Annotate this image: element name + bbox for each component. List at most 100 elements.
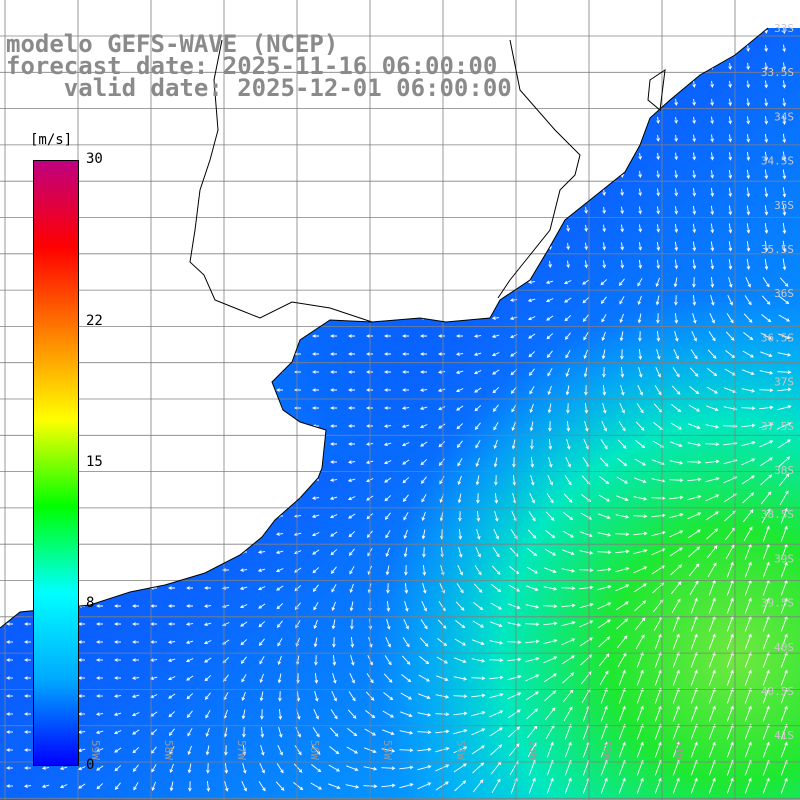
wind-arrow — [601, 349, 606, 360]
wind-arrow — [530, 224, 534, 232]
wind-arrow — [168, 370, 175, 374]
wind-arrow — [708, 331, 716, 342]
wind-arrow — [277, 745, 283, 756]
wind-arrow — [132, 586, 139, 590]
wind-arrow — [490, 602, 502, 610]
wind-arrow — [419, 406, 428, 411]
wind-arrow — [764, 205, 769, 216]
wind-arrow — [619, 403, 625, 414]
wind-arrow — [566, 242, 570, 251]
rio-de-la-plata-coast — [189, 39, 373, 323]
wind-arrow — [706, 545, 718, 559]
wind-arrow — [638, 134, 642, 142]
wind-arrow — [150, 298, 157, 302]
wind-arrow — [708, 669, 716, 686]
wind-arrow — [435, 747, 450, 753]
wind-arrow — [312, 584, 319, 592]
wind-arrow — [672, 367, 680, 378]
wind-arrow — [565, 385, 570, 396]
wind-arrow — [762, 705, 770, 722]
wind-arrow — [437, 388, 446, 393]
wind-arrow — [6, 280, 13, 284]
wind-arrow — [258, 621, 266, 628]
wind-arrow — [615, 549, 630, 554]
wind-arrow — [437, 638, 448, 647]
wind-arrow — [778, 473, 790, 487]
wind-arrow — [96, 190, 103, 194]
wind-arrow — [579, 637, 593, 647]
wind-arrow — [435, 712, 450, 717]
wind-arrow — [762, 777, 770, 794]
wind-arrow — [24, 766, 31, 770]
wind-arrow — [620, 80, 624, 88]
wind-arrow — [258, 172, 265, 176]
lat-labels: 33S33.5S34S34.5S35S35.5S36S36.5S37S37.5S… — [761, 22, 794, 742]
wind-arrow — [223, 727, 228, 738]
wind-arrow — [168, 208, 175, 212]
wind-arrow — [59, 766, 68, 771]
wind-arrow — [203, 622, 212, 627]
wind-arrow — [527, 529, 537, 539]
wind-arrow — [584, 260, 588, 269]
wind-arrow — [726, 651, 734, 668]
wind-arrow — [258, 136, 265, 140]
wind-arrow — [420, 226, 427, 230]
wind-arrow — [492, 298, 499, 302]
wind-arrow — [168, 442, 175, 446]
wind-arrow — [741, 458, 756, 466]
wind-arrow — [386, 583, 390, 594]
coastline — [0, 27, 769, 629]
wind-arrow — [348, 280, 355, 284]
wind-arrow — [764, 258, 769, 271]
lon-label: 53W — [527, 740, 540, 760]
wind-arrow — [401, 406, 410, 410]
wind-arrow — [579, 585, 594, 590]
wind-arrow — [204, 208, 211, 212]
wind-arrow — [6, 190, 13, 194]
wind-arrow — [692, 28, 696, 34]
wind-arrow — [493, 457, 498, 468]
wind-arrow — [386, 618, 391, 630]
wind-arrow — [455, 601, 465, 611]
wind-arrow — [728, 116, 732, 125]
wind-arrow — [530, 80, 534, 88]
wind-arrow — [602, 402, 607, 414]
wind-arrow — [132, 496, 139, 500]
wind-arrow — [150, 370, 157, 374]
wind-arrow — [186, 334, 193, 338]
wind-arrow — [493, 439, 498, 449]
wind-arrow — [602, 134, 606, 142]
wind-arrow — [348, 118, 355, 122]
wind-arrow — [761, 508, 771, 524]
lat-label: 35.5S — [761, 243, 794, 256]
wind-arrow — [402, 136, 409, 140]
wind-arrow — [404, 583, 409, 594]
wind-arrow — [511, 421, 516, 431]
wind-arrow — [42, 154, 49, 158]
wind-arrow — [474, 208, 481, 212]
wind-arrow — [456, 208, 463, 212]
wind-arrow — [78, 442, 85, 446]
wind-arrow — [690, 777, 698, 794]
wind-arrow — [584, 134, 588, 142]
wind-arrow — [692, 134, 696, 143]
wind-arrow — [476, 511, 481, 522]
wind-arrow — [708, 597, 716, 614]
wind-arrow — [674, 116, 678, 124]
wind-arrow — [204, 496, 211, 500]
wind-arrow — [782, 115, 787, 125]
wind-arrow — [600, 777, 608, 794]
wind-arrow — [744, 561, 752, 578]
wind-arrow — [456, 298, 463, 302]
wind-arrow — [782, 133, 787, 144]
wind-arrow — [507, 709, 521, 719]
wind-arrow — [24, 190, 31, 194]
wind-arrow — [78, 154, 85, 158]
wind-arrow — [508, 726, 521, 738]
wind-arrow — [204, 388, 211, 392]
wind-arrow — [779, 490, 789, 506]
wind-arrow — [96, 604, 103, 608]
wind-arrow — [457, 493, 462, 504]
wind-arrow — [259, 763, 265, 774]
